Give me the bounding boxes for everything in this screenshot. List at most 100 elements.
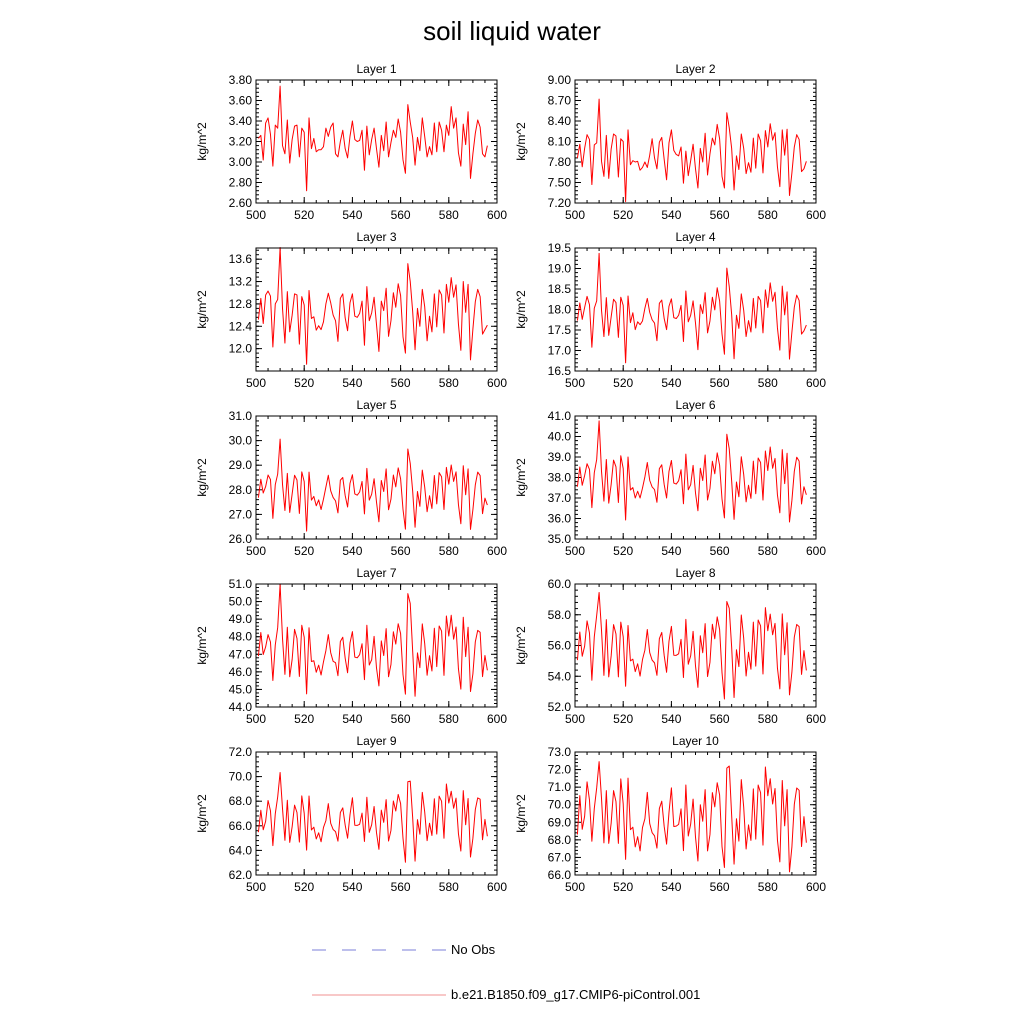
y-tick-label: 36.0 <box>548 512 572 526</box>
y-tick-label: 60.0 <box>548 577 572 591</box>
x-tick-label: 580 <box>439 712 459 726</box>
panel-layer-9: Layer 9 kg/m^2 500 520 540 560 580 600 62.0 64.0 6… <box>195 734 507 894</box>
panel-layer-7: Layer 7 kg/m^2 500 520 540 560 580 600 44.0 45.0 4… <box>195 566 507 726</box>
y-tick-label: 68.0 <box>548 833 572 847</box>
x-tick-label: 540 <box>342 208 362 222</box>
y-tick-label: 26.0 <box>229 532 253 546</box>
y-tick-label: 67.0 <box>548 850 572 864</box>
panel-title: Layer 8 <box>675 566 715 580</box>
x-tick-label: 540 <box>342 880 362 894</box>
plot-frame <box>255 415 498 540</box>
x-tick-label: 520 <box>613 712 633 726</box>
y-tick-label: 27.0 <box>229 507 253 521</box>
x-tick-label: 540 <box>661 712 681 726</box>
y-tick-label: 45.0 <box>229 682 253 696</box>
x-tick-label: 540 <box>661 544 681 558</box>
y-tick-label: 47.0 <box>229 647 253 661</box>
x-tick-label: 580 <box>758 880 778 894</box>
legend-label-model-run: b.e21.B1850.f09_g17.CMIP6-piControl.001 <box>451 987 700 1002</box>
y-tick-label: 31.0 <box>229 409 253 423</box>
y-tick-label: 72.0 <box>548 763 572 777</box>
y-tick-label: 18.5 <box>548 282 572 296</box>
series-line <box>258 85 488 192</box>
y-tick-label: 9.00 <box>548 73 572 87</box>
panel-layer-4: Layer 4 kg/m^2 500 520 540 560 580 600 16.5 17.0 1… <box>514 230 826 390</box>
y-tick-label: 41.0 <box>548 409 572 423</box>
y-tick-label: 54.0 <box>548 669 572 683</box>
x-tick-label: 580 <box>758 712 778 726</box>
y-tick-label: 40.0 <box>548 430 572 444</box>
x-tick-label: 540 <box>661 208 681 222</box>
y-axis-label: kg/m^2 <box>195 794 209 833</box>
x-tick-label: 600 <box>806 880 826 894</box>
x-tick-label: 520 <box>613 544 633 558</box>
legend-item-no-obs: No Obs <box>312 942 496 957</box>
series-line <box>576 420 807 523</box>
chart-panels: Layer 1 kg/m^2 500 520 540 560 580 600 2.60 2.80 3… <box>195 62 826 894</box>
y-tick-label: 7.80 <box>548 155 572 169</box>
y-tick-label: 2.60 <box>229 196 253 210</box>
x-tick-label: 520 <box>294 544 314 558</box>
x-tick-label: 560 <box>710 880 730 894</box>
y-tick-label: 30.0 <box>229 434 253 448</box>
y-tick-label: 19.0 <box>548 262 572 276</box>
figure-title: soil liquid water <box>423 16 601 46</box>
y-axis-label: kg/m^2 <box>195 290 209 329</box>
y-axis-label: kg/m^2 <box>195 458 209 497</box>
x-tick-label: 560 <box>391 544 411 558</box>
y-axis-label: kg/m^2 <box>514 458 528 497</box>
plot-frame <box>574 247 817 372</box>
series-line <box>576 252 807 364</box>
y-tick-label: 7.50 <box>548 176 572 190</box>
x-tick-label: 540 <box>342 544 362 558</box>
x-tick-label: 520 <box>294 208 314 222</box>
panel-layer-1: Layer 1 kg/m^2 500 520 540 560 580 600 2.60 2.80 3… <box>195 62 507 222</box>
y-tick-label: 35.0 <box>548 532 572 546</box>
x-tick-label: 600 <box>806 544 826 558</box>
x-tick-label: 560 <box>391 208 411 222</box>
y-tick-label: 50.0 <box>229 595 253 609</box>
x-tick-label: 580 <box>758 544 778 558</box>
x-tick-label: 520 <box>613 376 633 390</box>
x-tick-label: 560 <box>710 376 730 390</box>
series-line <box>257 772 488 863</box>
x-tick-label: 600 <box>806 712 826 726</box>
x-tick-label: 580 <box>758 208 778 222</box>
y-tick-label: 8.10 <box>548 135 572 149</box>
y-tick-label: 16.5 <box>548 364 572 378</box>
x-tick-label: 560 <box>710 208 730 222</box>
plot-frame <box>255 79 498 204</box>
x-tick-label: 540 <box>342 712 362 726</box>
x-tick-label: 540 <box>661 880 681 894</box>
x-tick-label: 500 <box>565 712 585 726</box>
x-tick-label: 540 <box>661 376 681 390</box>
series-line <box>576 761 807 873</box>
y-tick-label: 51.0 <box>229 577 253 591</box>
x-tick-label: 500 <box>246 376 266 390</box>
x-tick-label: 580 <box>439 208 459 222</box>
plot-frame <box>255 247 498 372</box>
panel-title: Layer 4 <box>675 230 715 244</box>
y-tick-label: 3.60 <box>229 94 253 108</box>
x-tick-label: 500 <box>246 880 266 894</box>
y-tick-label: 66.0 <box>229 819 253 833</box>
y-tick-label: 29.0 <box>229 458 253 472</box>
x-tick-label: 500 <box>565 880 585 894</box>
y-axis-label: kg/m^2 <box>514 626 528 665</box>
y-axis-label: kg/m^2 <box>195 626 209 665</box>
y-tick-label: 3.80 <box>229 73 253 87</box>
x-tick-label: 600 <box>806 208 826 222</box>
x-tick-label: 600 <box>487 208 507 222</box>
y-tick-label: 58.0 <box>548 608 572 622</box>
x-tick-label: 560 <box>391 712 411 726</box>
x-tick-label: 500 <box>246 208 266 222</box>
x-tick-label: 500 <box>246 544 266 558</box>
panel-title: Layer 10 <box>672 734 719 748</box>
x-tick-label: 600 <box>487 880 507 894</box>
x-tick-label: 560 <box>391 880 411 894</box>
panel-title: Layer 6 <box>675 398 715 412</box>
x-tick-label: 580 <box>439 376 459 390</box>
x-tick-label: 500 <box>565 376 585 390</box>
x-tick-label: 540 <box>342 376 362 390</box>
